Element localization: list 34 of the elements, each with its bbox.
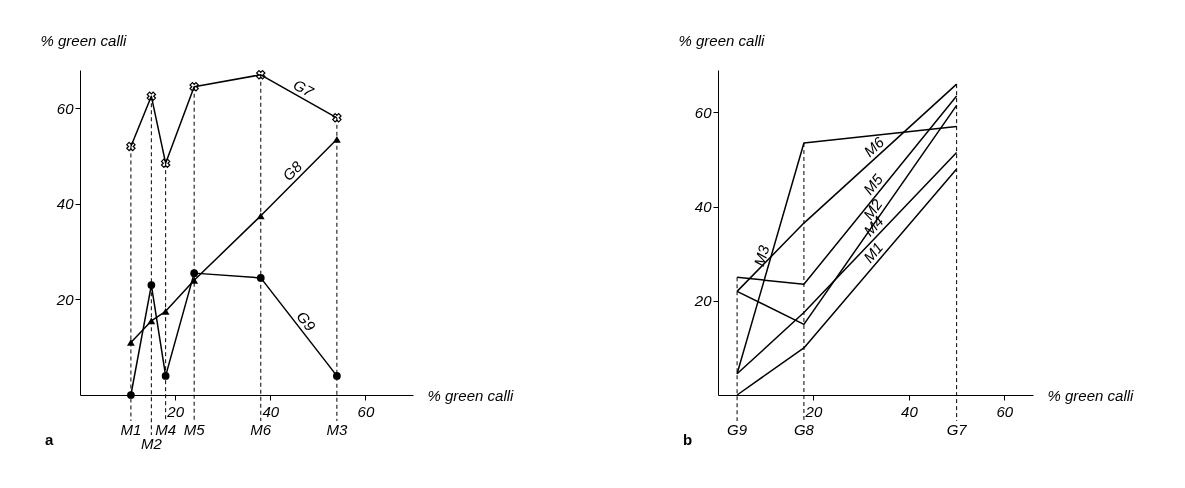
y-axis-title: % green calli <box>678 31 766 49</box>
text: M6 <box>860 132 888 160</box>
x-tick-label: 60 <box>996 402 1014 420</box>
ref-line-label: G9 <box>727 421 748 438</box>
x-tick-label: 20 <box>166 402 185 420</box>
x-tick-label: 40 <box>901 402 919 420</box>
y-tick-label: 20 <box>55 290 75 308</box>
ref-line-label: M6 <box>250 421 272 438</box>
x-tick-label: 40 <box>262 402 280 420</box>
y-tick-label: 40 <box>694 198 713 216</box>
ref-line-label: M1 <box>120 421 142 438</box>
text: M5 <box>859 170 887 198</box>
x-axis-title: % green calli <box>1047 386 1135 404</box>
text: G9 <box>293 307 320 335</box>
text: G7 <box>290 75 317 101</box>
ref-line-label: M5 <box>183 421 206 438</box>
text: a <box>45 431 54 448</box>
ref-line-label: M3 <box>326 421 348 438</box>
y-tick-label: 60 <box>56 99 75 117</box>
y-tick-label: 60 <box>694 103 713 121</box>
ref-line-label: M4 <box>155 421 177 438</box>
y-tick-label: 40 <box>56 195 75 213</box>
text: b <box>683 431 693 448</box>
ref-line-label: M2 <box>140 435 163 452</box>
ref-line-label: G8 <box>793 421 815 438</box>
x-axis-title: % green calli <box>427 386 515 404</box>
text: M3 <box>750 242 773 269</box>
y-tick-label: 20 <box>693 292 713 310</box>
text: G8 <box>279 157 306 184</box>
x-tick-label: 60 <box>357 402 375 420</box>
y-axis-title: % green calli <box>40 31 128 49</box>
ref-line-label: G7 <box>946 421 968 438</box>
x-tick-label: 20 <box>804 402 823 420</box>
text: M1 <box>859 238 887 266</box>
